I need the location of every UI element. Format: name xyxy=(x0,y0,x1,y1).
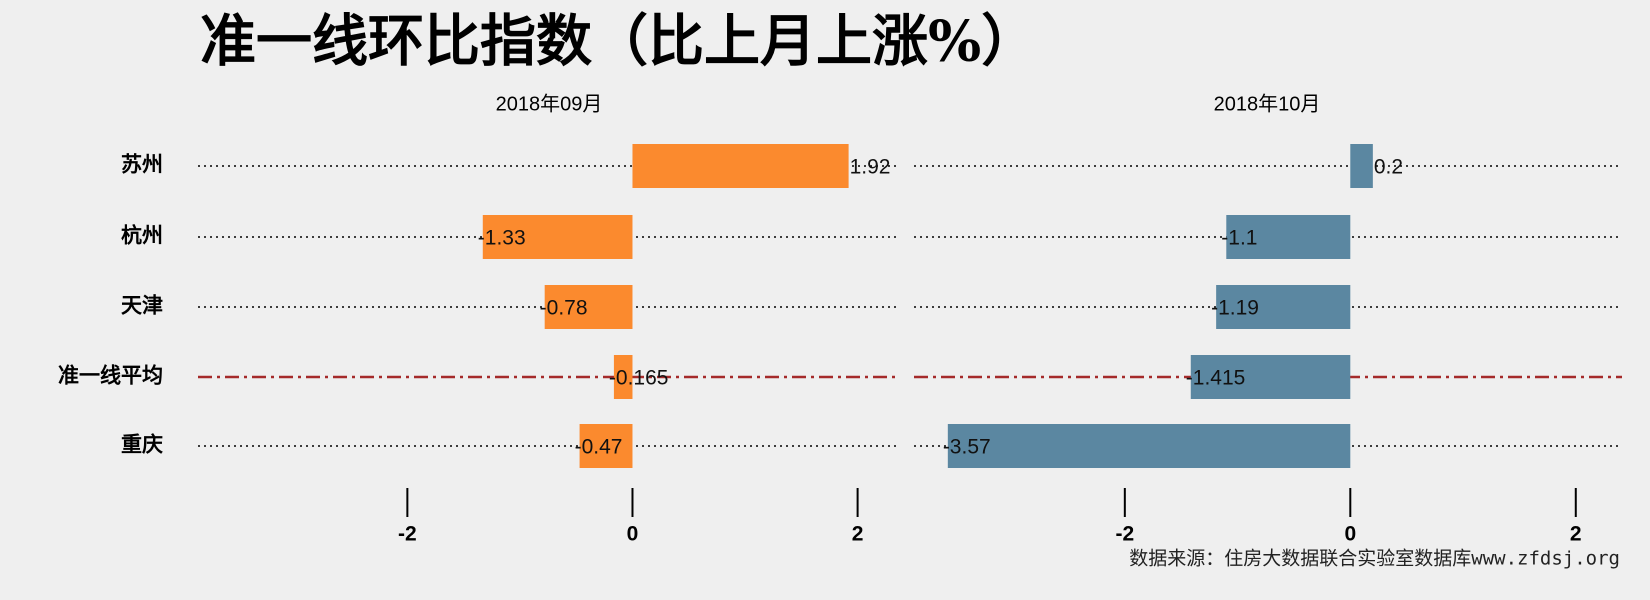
value-label: -1.1 xyxy=(1221,227,1257,250)
x-tick-label: 2 xyxy=(1570,523,1582,546)
category-label: 准一线平均 xyxy=(58,363,163,388)
category-label: 重庆 xyxy=(121,432,163,457)
value-label: -3.57 xyxy=(943,436,991,459)
bar xyxy=(579,424,633,468)
value-label: -1.33 xyxy=(478,227,526,250)
bar xyxy=(947,424,1351,468)
bar xyxy=(613,355,633,399)
bar xyxy=(1350,144,1373,188)
x-tick-label: 0 xyxy=(627,523,639,546)
caption: 数据来源：住房大数据联合实验室数据库www.zfdsj.org xyxy=(1129,548,1620,570)
value-label: -0.78 xyxy=(540,297,588,320)
value-label: 0.2 xyxy=(1374,156,1403,179)
x-tick-label: -2 xyxy=(1115,523,1134,546)
x-tick-label: 0 xyxy=(1344,523,1356,546)
x-tick-label: -2 xyxy=(398,523,417,546)
bar xyxy=(544,285,633,329)
value-label: 1.92 xyxy=(850,156,891,179)
category-label: 杭州 xyxy=(121,223,163,248)
panel-subtitle: 2018年09月 xyxy=(496,92,603,115)
panel-subtitle: 2018年10月 xyxy=(1214,92,1321,115)
bar xyxy=(1216,285,1351,329)
value-label: -1.19 xyxy=(1211,297,1259,320)
value-label: -1.415 xyxy=(1186,367,1246,390)
category-label: 苏州 xyxy=(121,152,163,177)
bar xyxy=(482,215,633,259)
bar xyxy=(632,144,849,188)
category-label: 天津 xyxy=(121,293,163,318)
bar xyxy=(1190,355,1351,399)
value-label: -0.165 xyxy=(609,367,669,390)
chart-title: 准一线环比指数（比上月上涨%） xyxy=(200,9,1037,75)
bar xyxy=(1226,215,1351,259)
x-tick-label: 2 xyxy=(852,523,864,546)
value-label: -0.47 xyxy=(575,436,623,459)
